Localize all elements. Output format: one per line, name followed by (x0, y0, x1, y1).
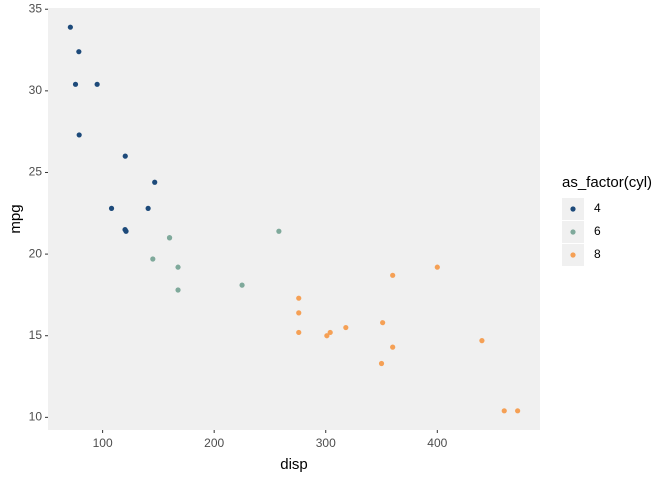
y-tick-label: 20 (29, 246, 43, 260)
point (145, 205, 151, 211)
point (479, 338, 485, 344)
point (67, 24, 73, 30)
y-tick-label: 25 (29, 165, 43, 179)
point (324, 333, 330, 339)
point (76, 49, 82, 55)
legend-title: as_factor(cyl) (562, 174, 652, 191)
point (343, 324, 349, 331)
point (501, 408, 507, 414)
point (122, 153, 128, 159)
x-tick-label: 200 (204, 436, 224, 450)
y-axis-label: mpg (7, 204, 24, 233)
legend-label: 4 (594, 201, 601, 215)
point (166, 235, 173, 241)
point (434, 264, 440, 270)
legend-label: 8 (594, 247, 601, 261)
point (94, 81, 100, 87)
point (76, 132, 82, 138)
panel (48, 8, 540, 430)
point (390, 272, 396, 278)
point (276, 228, 282, 234)
point (72, 81, 79, 87)
x-tick-label: 100 (93, 436, 113, 450)
point (515, 408, 521, 414)
legend-marker (570, 206, 576, 212)
point (108, 205, 115, 211)
point (380, 320, 386, 326)
point (239, 282, 245, 288)
point (175, 264, 181, 270)
y-tick-label: 10 (29, 410, 43, 424)
point (296, 295, 302, 301)
point (152, 179, 158, 185)
point (296, 310, 302, 316)
point (175, 287, 181, 293)
point (150, 256, 156, 262)
y-tick-label: 30 (29, 83, 43, 97)
x-tick-label: 300 (316, 436, 336, 450)
legend-marker (570, 229, 576, 235)
point (296, 329, 302, 336)
legend-label: 6 (594, 224, 601, 238)
legend-marker (570, 252, 576, 258)
point (390, 344, 396, 350)
point (378, 360, 385, 367)
x-axis-label: disp (280, 456, 308, 473)
y-tick-label: 15 (29, 328, 43, 342)
point (123, 228, 129, 234)
x-tick-label: 400 (427, 436, 447, 450)
point (327, 329, 333, 336)
y-tick-label: 35 (29, 1, 43, 15)
